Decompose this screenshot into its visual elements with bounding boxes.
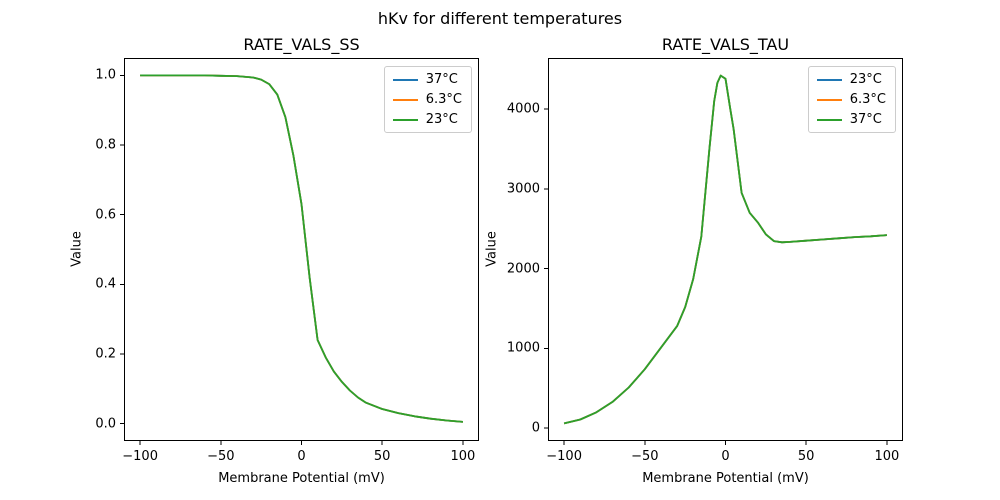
x-tick-label: 100	[874, 449, 900, 464]
x-tick-label: −100	[122, 449, 158, 464]
legend-line-swatch-green	[392, 118, 418, 121]
legend-line-swatch-orange	[392, 98, 418, 101]
y-tick-label: 4000	[506, 101, 540, 117]
plot-canvas	[544, 58, 903, 445]
x-tick-label: 0	[297, 449, 306, 464]
y-tick-label: 2000	[506, 261, 540, 277]
y-tick-label: 0.8	[95, 137, 116, 153]
x-tick-label: −100	[546, 449, 582, 464]
legend-entry: 23°C	[816, 72, 886, 87]
left-plot-ylabel: Value	[69, 231, 85, 267]
y-tick-label: 3000	[506, 181, 540, 197]
y-tick-label: 1000	[506, 340, 540, 356]
x-tick-label: −50	[207, 449, 235, 464]
left-plot-axes: 37°C 6.3°C 23°C −100 −50 0 50 100 0.0 0.2 0.4 0.…	[95, 58, 479, 464]
legend-label: 6.3°C	[425, 92, 462, 107]
legend-line-swatch-blue	[816, 78, 842, 81]
right-plot-ylabel: Value	[484, 231, 500, 267]
series-line	[140, 74, 463, 423]
legend-label: 37°C	[849, 112, 882, 127]
legend-entry: 37°C	[816, 112, 886, 127]
axes-frame	[124, 58, 479, 441]
legend-label: 6.3°C	[849, 92, 886, 107]
legend-line-swatch-blue	[392, 78, 418, 81]
legend-label: 23°C	[849, 72, 882, 87]
y-tick-label: 1.0	[95, 67, 116, 83]
right-plot-legend: 23°C 6.3°C 37°C	[807, 66, 896, 133]
figure-suptitle: hKv for different temperatures	[377, 9, 623, 28]
axes-frame	[548, 58, 903, 441]
plot-canvas	[120, 58, 479, 445]
left-plot-title: RATE_VALS_SS	[243, 35, 360, 54]
y-tick-label: 0.6	[95, 207, 116, 223]
legend-entry: 23°C	[392, 112, 462, 127]
y-tick-label: 0	[531, 420, 540, 436]
legend-line-swatch-green	[816, 118, 842, 121]
x-tick-label: 0	[721, 449, 730, 464]
left-plot-legend: 37°C 6.3°C 23°C	[383, 66, 472, 133]
legend-entry: 6.3°C	[816, 92, 886, 107]
x-tick-label: 50	[373, 449, 391, 464]
left-plot-xlabel: Membrane Potential (mV)	[218, 471, 385, 486]
legend-entry: 6.3°C	[392, 92, 462, 107]
series-line	[563, 74, 887, 425]
legend-label: 37°C	[425, 72, 458, 87]
legend-entry: 37°C	[392, 72, 462, 87]
right-plot-xlabel: Membrane Potential (mV)	[642, 471, 809, 486]
y-tick-label: 0.0	[95, 416, 116, 432]
right-plot-axes: 23°C 6.3°C 37°C −100 −50 0 50 100 0 1000 2000 30…	[507, 58, 903, 464]
legend-label: 23°C	[425, 112, 458, 127]
x-tick-label: 100	[450, 449, 476, 464]
right-plot-title: RATE_VALS_TAU	[661, 35, 790, 54]
legend-line-swatch-orange	[816, 98, 842, 101]
x-tick-label: −50	[631, 449, 659, 464]
y-tick-label: 0.2	[95, 346, 116, 362]
x-tick-label: 50	[797, 449, 815, 464]
y-tick-label: 0.4	[95, 276, 116, 292]
